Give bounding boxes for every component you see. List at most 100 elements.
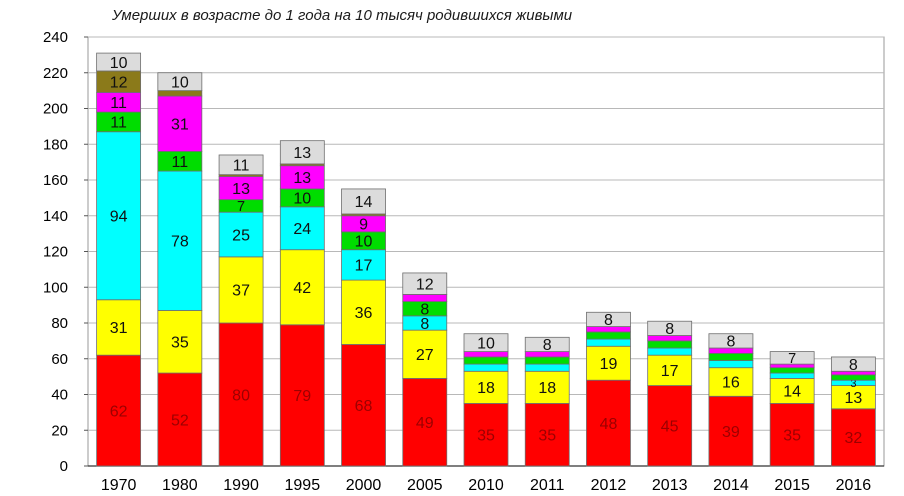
bar-segment <box>708 367 754 397</box>
y-tick-label: 20 <box>51 422 68 439</box>
bar-segment <box>402 378 448 467</box>
bar-segment <box>341 249 386 281</box>
bar-segment <box>769 367 815 374</box>
data-label: 14 <box>355 194 373 211</box>
data-label: 32 <box>844 430 862 447</box>
data-label: 8 <box>420 316 429 333</box>
bar-segment <box>769 372 815 379</box>
bar-segment <box>218 256 264 324</box>
data-label: 10 <box>171 74 189 91</box>
x-tick-label: 2000 <box>346 477 382 494</box>
data-label: 62 <box>110 403 128 420</box>
y-tick-label: 0 <box>60 458 68 475</box>
x-tick-label: 2013 <box>652 477 688 494</box>
data-label: 8 <box>604 312 613 329</box>
data-label: 48 <box>600 416 618 433</box>
x-tick-label: 1980 <box>162 477 198 494</box>
data-label: 12 <box>110 74 128 91</box>
bar-segment <box>769 403 815 467</box>
bar-segment <box>157 170 203 311</box>
data-label: 52 <box>171 412 189 429</box>
bar-segment <box>708 360 754 369</box>
data-label: 25 <box>232 227 250 244</box>
data-label: 45 <box>661 419 679 436</box>
x-tick-label: 2010 <box>468 477 504 494</box>
y-tick-label: 60 <box>51 351 68 368</box>
data-label: 36 <box>355 305 373 322</box>
x-tick-label: 2016 <box>836 477 872 494</box>
x-tick-label: 2014 <box>713 477 749 494</box>
x-tick-label: 1990 <box>223 477 259 494</box>
x-tick-label: 2011 <box>530 477 565 494</box>
bar-segment <box>157 95 203 152</box>
data-label: 49 <box>416 415 434 432</box>
bar-segment <box>157 372 203 467</box>
bar-segment <box>463 356 509 365</box>
data-label: 13 <box>844 390 862 407</box>
data-label: 37 <box>232 283 250 300</box>
bar-segment <box>463 333 509 353</box>
data-label: 17 <box>661 363 679 380</box>
bar-segment <box>524 336 570 352</box>
data-label: 8 <box>420 301 429 318</box>
data-label: 39 <box>722 424 740 441</box>
data-label: 8 <box>543 337 552 354</box>
data-label: 17 <box>355 258 373 275</box>
data-label: 16 <box>722 375 740 392</box>
y-tick-label: 100 <box>43 279 68 296</box>
bar-segment <box>586 311 631 327</box>
data-label: 18 <box>477 380 495 397</box>
data-label: 79 <box>293 388 311 405</box>
bar-segment <box>830 374 876 381</box>
bar-segment <box>586 331 631 340</box>
bar-segment <box>402 329 448 379</box>
bar-segment <box>96 354 142 467</box>
data-label: 35 <box>477 427 495 444</box>
bar-segment <box>96 131 142 301</box>
bar-segment <box>830 408 876 467</box>
bar-segment <box>647 340 693 349</box>
data-label: 13 <box>293 170 311 187</box>
data-label: 19 <box>600 356 618 373</box>
bar-segment <box>708 333 754 349</box>
data-label: 31 <box>171 116 189 133</box>
data-label: 10 <box>477 335 495 352</box>
y-tick-label: 160 <box>43 172 68 189</box>
y-tick-label: 200 <box>43 101 68 118</box>
data-label: 9 <box>359 217 368 234</box>
y-tick-label: 180 <box>43 136 68 153</box>
bar-segment <box>279 249 325 326</box>
bar-segment <box>402 272 448 295</box>
bar-segment <box>708 352 754 361</box>
bar-segment <box>586 379 631 467</box>
bar-segment <box>647 347 693 356</box>
bar-segment <box>769 378 815 404</box>
data-label: 18 <box>538 380 556 397</box>
bar-segment <box>218 322 264 467</box>
bar-segment <box>96 52 142 72</box>
data-label: 8 <box>849 357 858 374</box>
bar-segment <box>524 370 570 404</box>
data-label: 35 <box>538 427 556 444</box>
bar-segment <box>586 338 631 347</box>
data-label: 68 <box>355 398 373 415</box>
bar-segment <box>463 403 509 467</box>
bar-segment <box>341 188 386 215</box>
data-label: 14 <box>783 384 801 401</box>
bar-segment <box>279 324 325 467</box>
x-tick-label: 1995 <box>285 477 321 494</box>
bar-segment <box>830 356 876 372</box>
data-label: 11 <box>233 158 250 175</box>
data-label: 7 <box>788 351 796 367</box>
bar-segment <box>218 154 264 176</box>
data-label: 8 <box>726 334 735 351</box>
data-label: 27 <box>416 347 434 364</box>
bar-segment <box>402 293 448 302</box>
bar-segment <box>524 356 570 365</box>
bar-segment <box>524 363 570 372</box>
data-label: 31 <box>110 320 128 337</box>
bar-segment <box>218 211 264 258</box>
y-tick-label: 220 <box>43 65 68 82</box>
bar-segment <box>463 370 509 404</box>
